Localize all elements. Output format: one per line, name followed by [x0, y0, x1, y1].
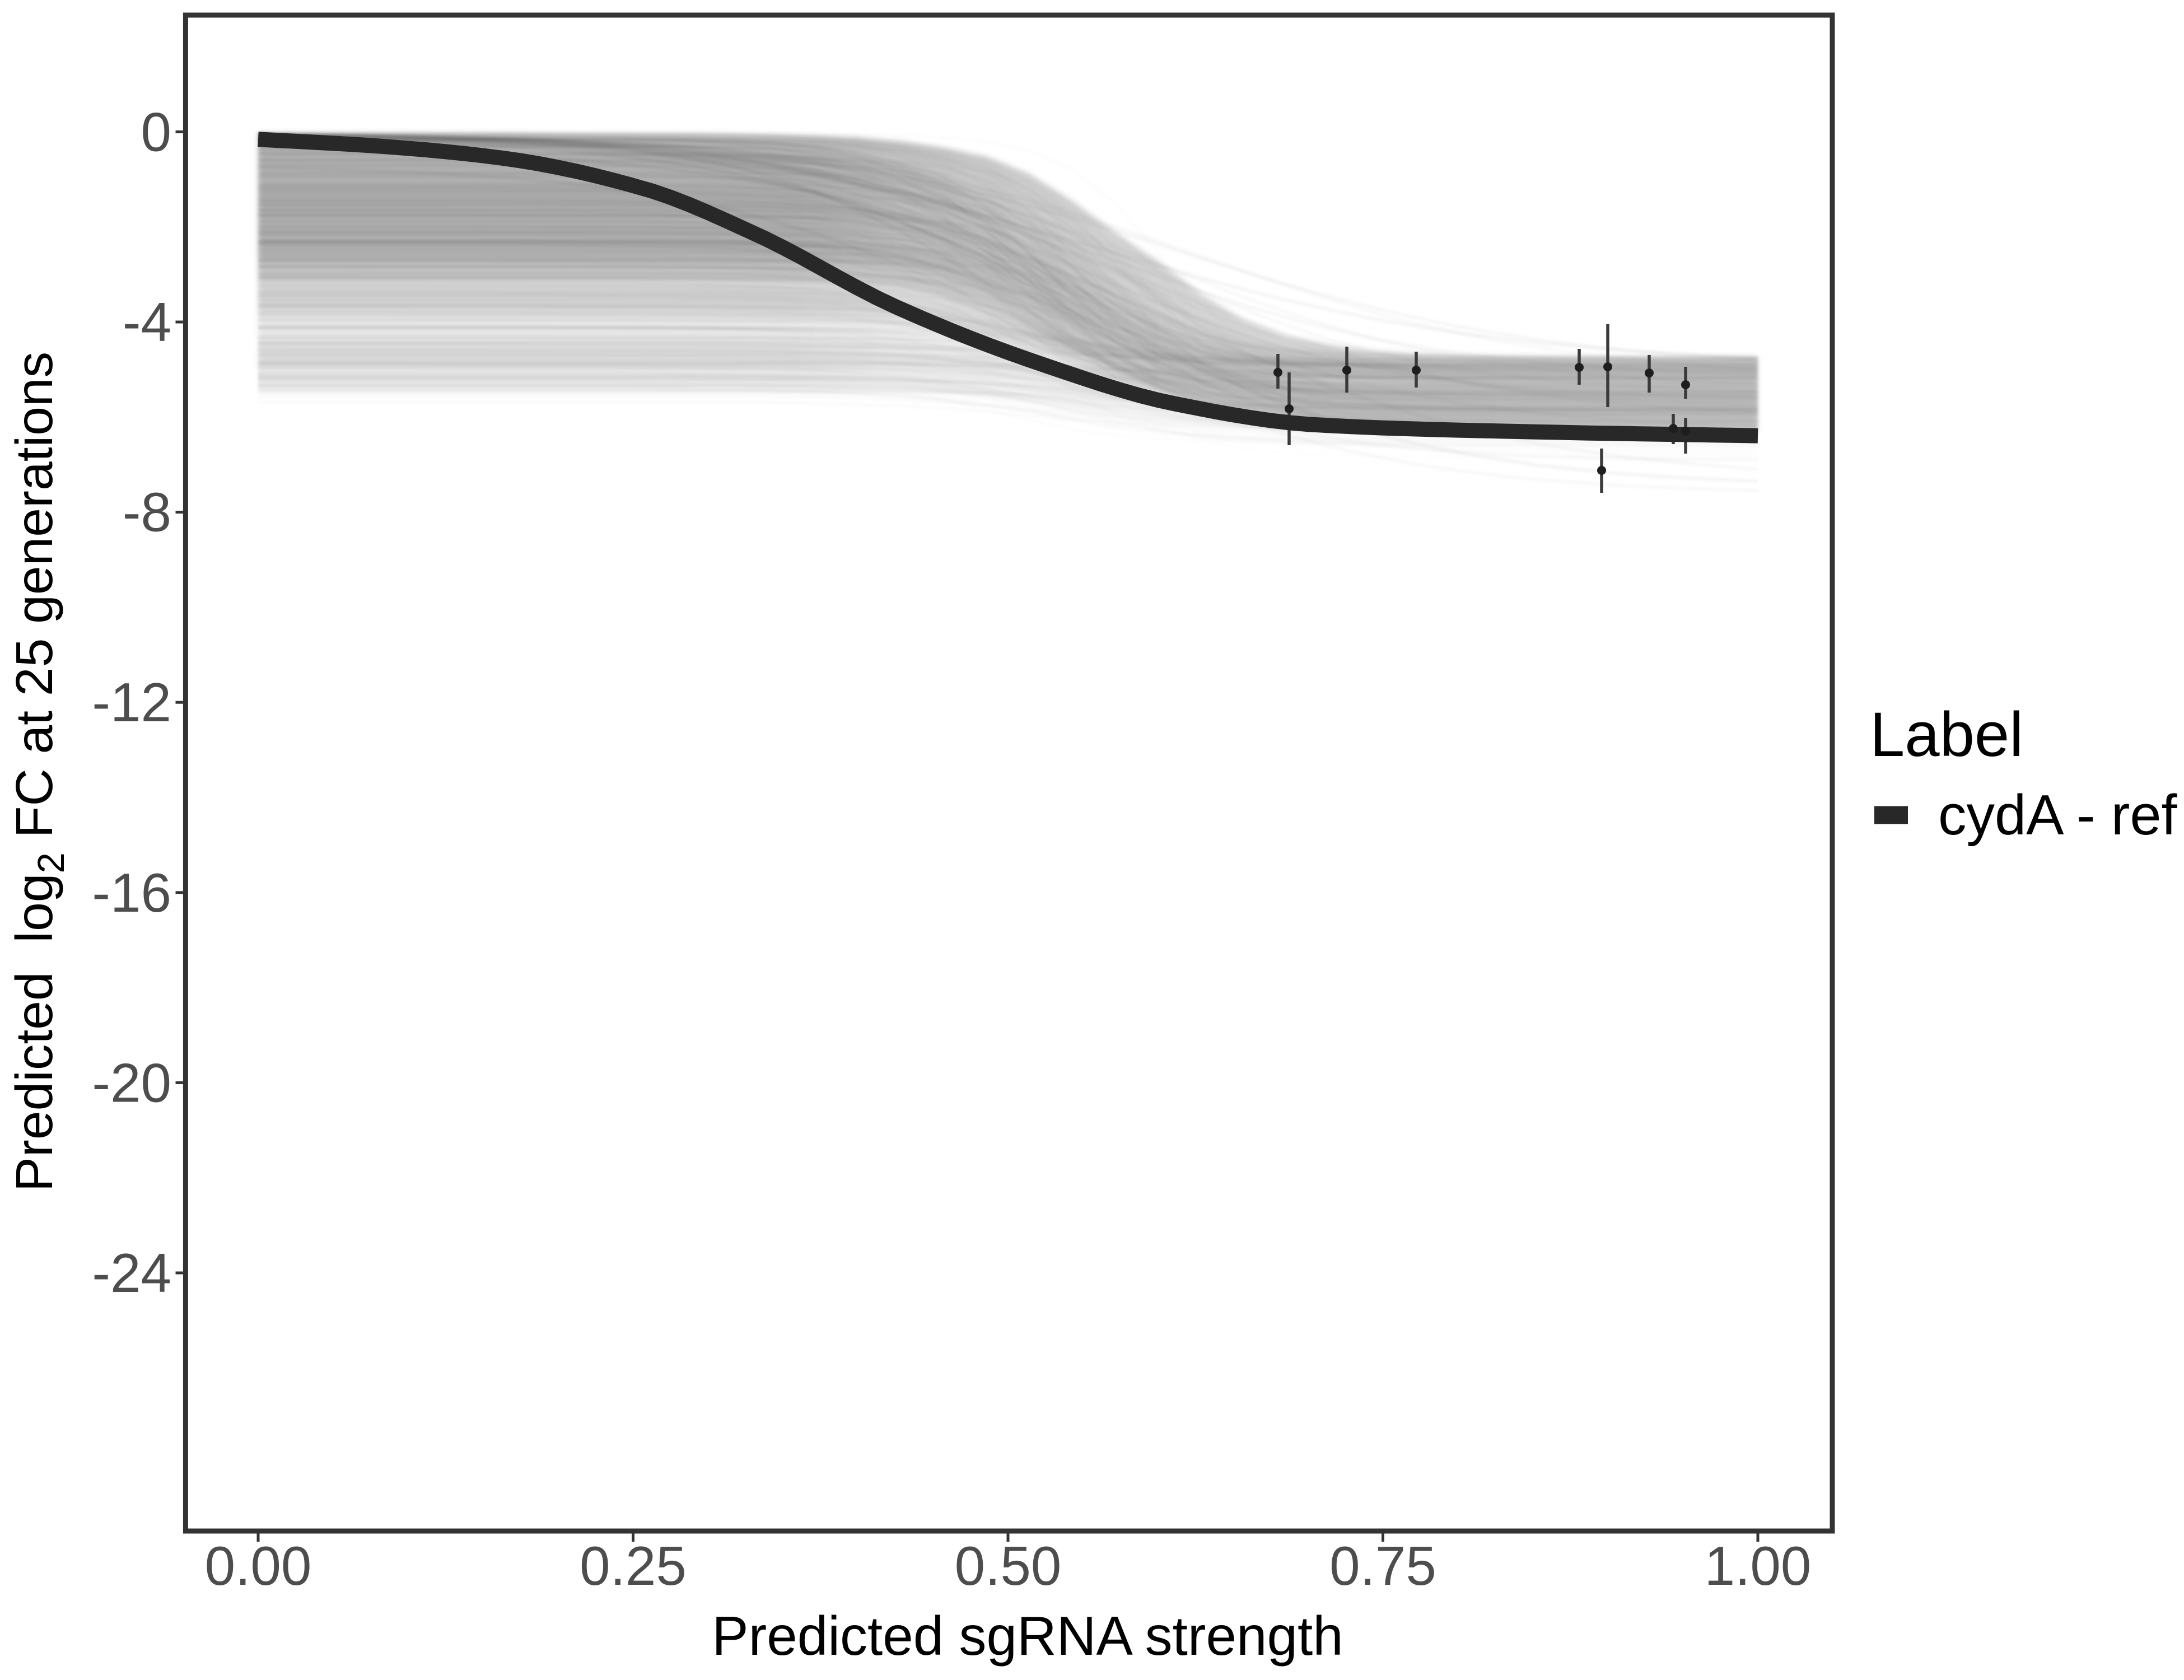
svg-text:0.75: 0.75 [1329, 1535, 1436, 1597]
svg-text:0: 0 [141, 101, 171, 162]
svg-text:Predicted log2 FC at 25 gener: Predicted log2 FC at 25 generations [5, 352, 72, 1192]
svg-text:-12: -12 [92, 671, 171, 733]
svg-text:0.25: 0.25 [580, 1535, 687, 1597]
svg-text:cydA - ref: cydA - ref [1938, 784, 2178, 847]
svg-text:-20: -20 [92, 1052, 171, 1113]
svg-text:-8: -8 [123, 482, 171, 543]
svg-text:Label: Label [1870, 699, 2023, 769]
svg-text:0.00: 0.00 [205, 1535, 312, 1597]
svg-text:-24: -24 [92, 1242, 171, 1304]
svg-text:-16: -16 [92, 862, 171, 923]
svg-text:-4: -4 [123, 291, 171, 353]
svg-text:1.00: 1.00 [1705, 1535, 1812, 1597]
svg-text:Predicted sgRNA strength: Predicted sgRNA strength [712, 1605, 1343, 1667]
svg-text:0.50: 0.50 [955, 1535, 1062, 1597]
